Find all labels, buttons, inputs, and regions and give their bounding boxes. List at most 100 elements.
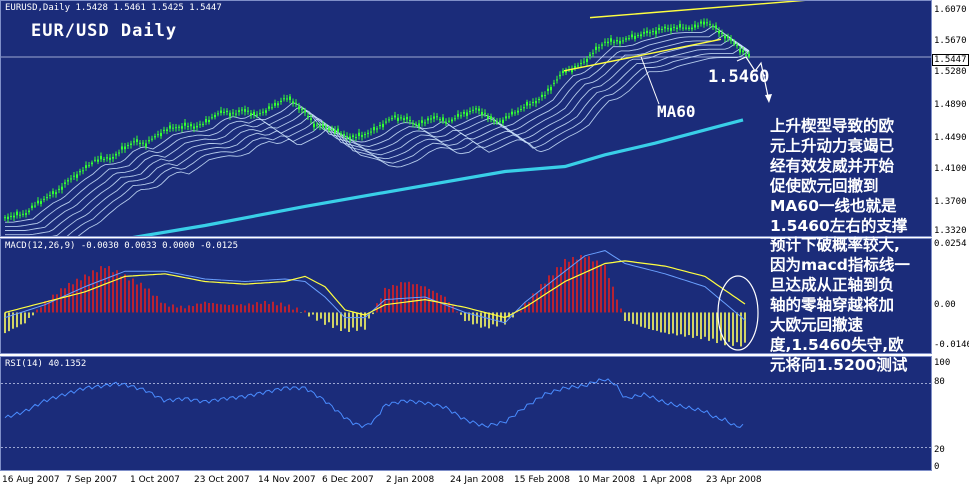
candle-body [721,33,723,35]
moving-average-line [51,42,750,236]
price-tick: 1.4100 [934,164,967,174]
candle-body [436,116,438,118]
candle-body [97,159,99,162]
candle-body [352,135,354,138]
candle-body [88,165,90,167]
candle-body [358,132,360,137]
candle-body [43,198,45,200]
candle-body [685,27,687,29]
projection-arrow [736,56,770,102]
price-tick: 1.4490 [934,133,967,143]
candle-body [151,138,153,140]
candle-body [556,79,558,81]
candle-body [343,134,345,136]
moving-average-line [66,47,750,236]
candle-body [7,216,9,220]
candle-body [388,119,390,121]
candle-body [526,101,528,106]
candle-body [85,165,87,169]
candle-body [532,102,534,104]
candle-body [55,192,57,195]
candle-body [322,124,324,127]
candle-body [658,27,660,30]
moving-average-line [5,30,750,227]
candle-body [496,121,498,123]
candle-body [181,126,183,129]
rsi-pane[interactable]: RSI(14) 40.1352 [0,356,932,471]
candle-body [601,44,603,46]
candle-body [484,112,486,114]
candle-body [514,112,516,114]
candle-body [625,38,627,40]
candle-body [349,136,351,140]
candle-body [340,133,342,135]
macd-pane[interactable]: MACD(12,26,9) -0.0030 0.0033 0.0000 -0.0… [0,238,932,354]
candle-body [577,65,579,67]
candle-body [121,146,123,150]
candle-body [415,123,417,125]
candle-body [160,132,162,137]
candle-body [475,108,477,110]
commentary-line: 元将向1.5200测试 [770,355,908,374]
candle-body [499,120,501,122]
candle-body [544,94,546,96]
price-tick: 1.5280 [934,67,967,77]
current-price-tag: 1.5447 [932,54,969,66]
candle-body [541,94,543,97]
candle-body [247,110,249,112]
candle-body [91,162,93,165]
candle-body [10,215,12,217]
rsi-tick: 0 [934,462,940,472]
candle-body [148,140,150,142]
candle-body [457,113,459,117]
candle-body [112,157,114,159]
candle-body [166,129,168,131]
candle-body [259,113,261,115]
candle-body [370,131,372,133]
candle-body [397,117,399,121]
candle-body [25,213,27,215]
date-tick: 2 Jan 2008 [386,475,435,485]
candle-body [463,111,465,114]
candle-body [316,124,318,126]
macd-signal-line [4,260,746,319]
candle-body [346,136,348,138]
candle-body [298,106,300,110]
date-tick: 10 Mar 2008 [578,475,636,485]
candle-body [421,120,423,123]
candle-body [715,25,717,29]
candle-body [133,141,135,143]
candle-body [325,126,327,128]
candle-body [187,125,189,127]
candle-body [562,70,564,74]
date-tick: 14 Nov 2007 [258,475,316,485]
candle-body [718,30,720,34]
candle-body [595,46,597,50]
candle-body [487,116,489,119]
candle-body [190,124,192,127]
candle-body [40,201,42,204]
commentary-line: 1.5460左右的支撑 [770,216,908,235]
candle-body [535,100,537,104]
candle-body [643,32,645,34]
candle-body [118,152,120,154]
price-pane[interactable]: EURUSD,Daily 1.5428 1.5461 1.5425 1.5447… [0,0,932,237]
candle-body [205,118,207,123]
candle-body [709,23,711,25]
candle-body [136,139,138,143]
candle-body [712,25,714,27]
ma60-pointer [640,56,660,105]
candle-body [646,30,648,33]
commentary-line: 促使欧元回撤到 [770,176,879,195]
candle-body [559,74,561,77]
candle-body [670,27,672,31]
candle-body [571,69,573,73]
moving-average-line [5,25,750,223]
symbol-header: EURUSD,Daily 1.5428 1.5461 1.5425 1.5447 [5,3,222,13]
candle-body [400,117,402,119]
candle-body [427,118,429,121]
date-tick: 23 Oct 2007 [194,475,250,485]
candle-body [460,115,462,117]
candle-body [4,217,6,219]
candle-body [703,21,705,25]
